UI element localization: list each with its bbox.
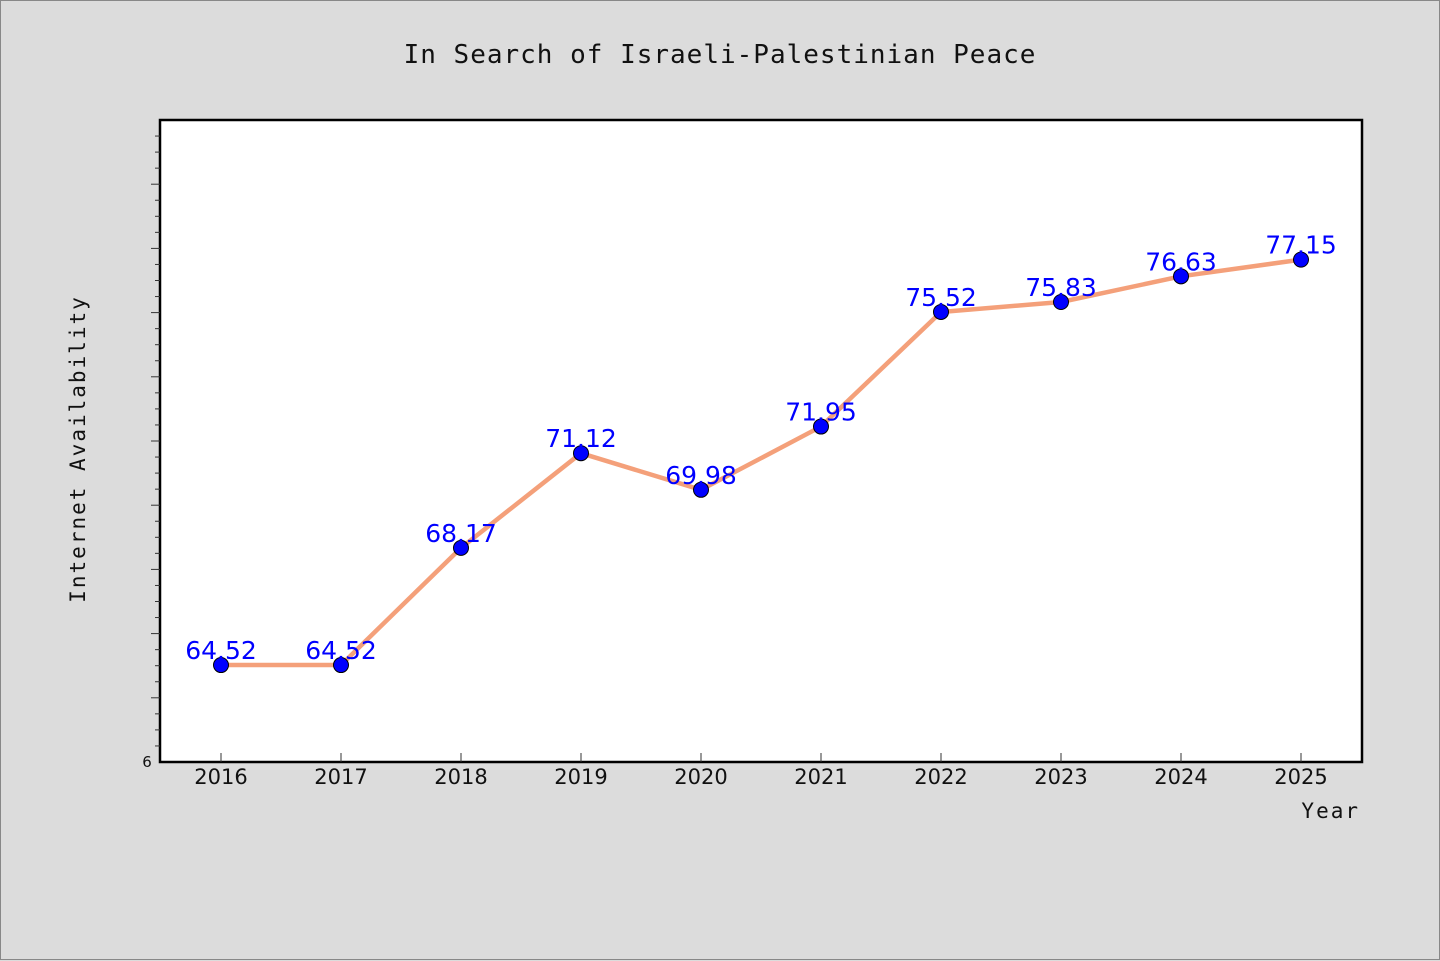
data-label: 75.83 <box>1025 273 1097 302</box>
x-tick-label: 2018 <box>434 765 487 789</box>
x-tick-label: 2017 <box>314 765 367 789</box>
data-point <box>333 657 349 674</box>
data-label: 69.98 <box>665 461 737 490</box>
data-label: 64.52 <box>185 636 257 665</box>
x-tick-label: 2021 <box>794 765 847 789</box>
x-tick-label: 2019 <box>554 765 607 789</box>
data-point <box>1173 268 1189 285</box>
data-point <box>573 445 589 462</box>
x-tick-label: 2016 <box>194 765 247 789</box>
data-point <box>213 657 229 674</box>
data-label: 71.12 <box>545 424 617 453</box>
x-tick-label: 2025 <box>1274 765 1327 789</box>
series-line <box>221 257 1302 668</box>
data-point <box>933 303 949 320</box>
data-point <box>693 481 709 498</box>
x-axis-label: Year <box>1301 799 1360 823</box>
data-label: 64.52 <box>305 636 377 665</box>
y-axis-ticks <box>151 135 160 747</box>
y-tick-label: 6 <box>142 753 152 771</box>
chart-title: In Search of Israeli-Palestinian Peace <box>404 40 1037 70</box>
x-tick-label: 2023 <box>1034 765 1087 789</box>
data-labels: 64.52 64.52 68.17 71.12 69.98 71.95 75.52 75.83… <box>185 231 1337 665</box>
data-point <box>813 418 829 435</box>
data-point <box>1053 294 1069 311</box>
data-point <box>1293 251 1309 268</box>
data-label: 76.63 <box>1145 247 1217 276</box>
data-label: 75.52 <box>905 283 977 312</box>
data-point <box>453 539 469 556</box>
series-markers <box>213 251 1309 674</box>
x-axis-tick-labels: 2016 2017 2018 2019 2020 2021 2022 2023 2024 2025 <box>194 765 1327 789</box>
data-label: 71.95 <box>785 398 857 427</box>
x-tick-label: 2022 <box>914 765 967 789</box>
x-axis-ticks <box>220 753 1302 762</box>
x-tick-label: 2020 <box>674 765 727 789</box>
plot-area <box>158 118 1364 764</box>
data-label: 68.17 <box>425 519 497 548</box>
data-label: 77.15 <box>1265 231 1337 260</box>
y-axis-label: Internet Availability <box>66 295 90 603</box>
x-tick-label: 2024 <box>1154 765 1207 789</box>
